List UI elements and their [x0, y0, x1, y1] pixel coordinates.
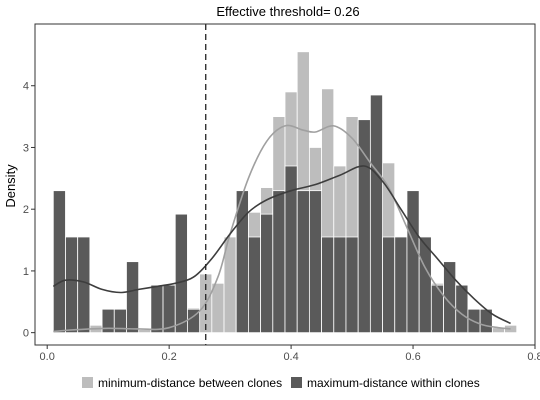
max-distance-bar-2	[77, 236, 91, 334]
max-distance-bar-12	[260, 213, 274, 334]
legend: minimum-distance between clones maximum-…	[82, 376, 480, 390]
legend-label-max-distance: maximum-distance within clones	[307, 376, 480, 390]
x-tick-label-0: 0.0	[40, 351, 55, 363]
y-axis: 0 1 2 3 4	[23, 81, 35, 340]
max-distance-bar-19	[345, 236, 359, 334]
max-distance-bar-5	[126, 261, 140, 334]
max-distance-bar-28	[455, 284, 469, 334]
max-distance-bar-1	[65, 236, 79, 334]
min-distance-density-curve	[53, 124, 511, 333]
max-distance-bar-15	[296, 190, 310, 334]
x-tick-label-2: 0.4	[283, 351, 298, 363]
max-distance-bar-25	[418, 236, 432, 334]
x-tick-label-3: 0.6	[405, 351, 420, 363]
max-distance-bar-17	[321, 236, 335, 334]
legend-key-min-distance	[82, 377, 93, 388]
x-tick-label-4: 0.8	[527, 351, 540, 363]
y-axis-title: Density	[3, 164, 18, 208]
plot-panel-border	[34, 23, 536, 346]
max-distance-bars	[52, 94, 493, 334]
legend-key-max-distance	[291, 377, 302, 388]
legend-label-min-distance: minimum-distance between clones	[98, 376, 282, 390]
min-distance-bar-6	[138, 329, 152, 334]
max-distance-bar-6	[150, 284, 164, 334]
max-distance-bar-24	[406, 190, 420, 334]
max-distance-density-curve	[52, 165, 511, 325]
max-distance-bar-13	[272, 190, 286, 334]
max-distance-bar-0	[52, 190, 66, 334]
y-tick-label-1: 1	[23, 266, 29, 278]
max-distance-bar-22	[382, 236, 396, 334]
max-distance-bar-20	[357, 119, 371, 334]
max-distance-bar-11	[248, 236, 262, 334]
max-distance-bar-21	[369, 94, 383, 334]
max-distance-bar-8	[174, 213, 188, 334]
max-distance-bar-10	[235, 190, 249, 334]
y-tick-label-3: 3	[23, 142, 29, 154]
y-tick-label-4: 4	[23, 81, 29, 93]
max-distance-bar-16	[308, 190, 322, 334]
min-distance-bar-12	[211, 282, 225, 334]
max-distance-bar-18	[333, 236, 347, 334]
chart-title: Effective threshold= 0.26	[216, 4, 359, 19]
max-distance-bar-23	[394, 236, 408, 334]
y-tick-label-2: 2	[23, 204, 29, 216]
density-curves	[52, 124, 511, 333]
y-tick-label-0: 0	[23, 328, 29, 340]
x-tick-label-1: 0.2	[161, 351, 176, 363]
x-axis: 0.0 0.2 0.4 0.6 0.8	[40, 345, 540, 363]
